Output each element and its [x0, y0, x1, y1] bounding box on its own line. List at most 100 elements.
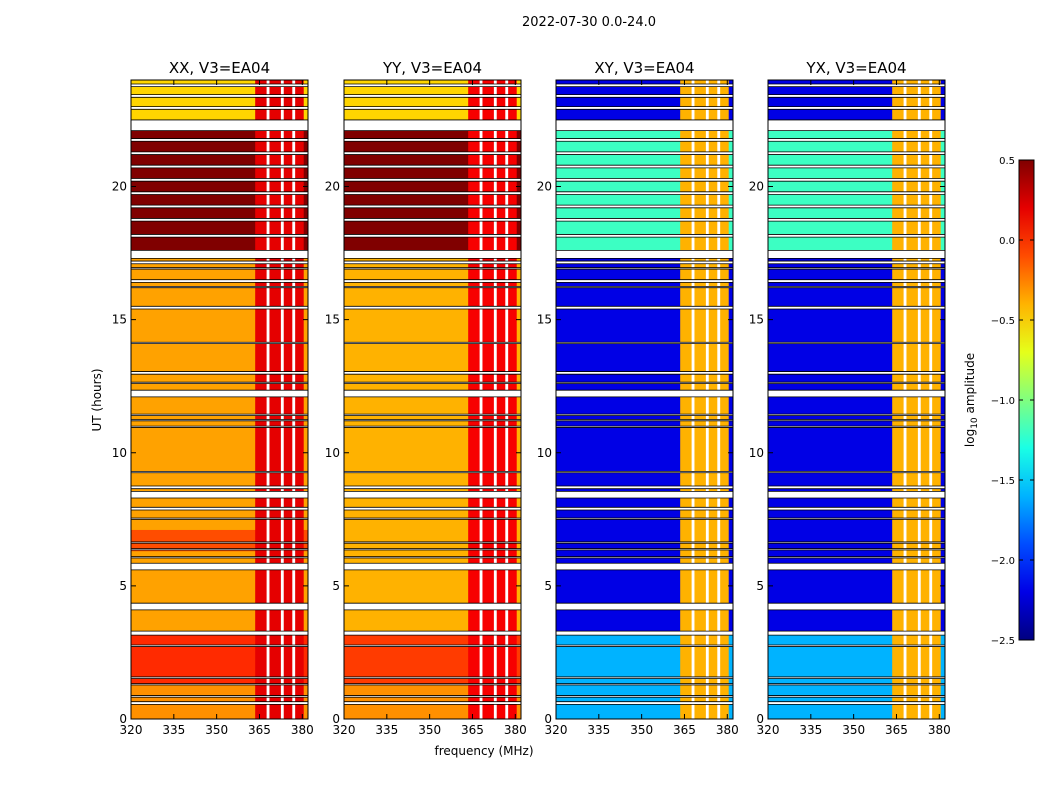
- flagged-row: [344, 631, 521, 636]
- y-tick-label: 10: [112, 446, 127, 460]
- flagged-row: [768, 507, 945, 510]
- y-tick-label: 10: [749, 446, 764, 460]
- y-tick-label: 20: [112, 180, 127, 194]
- flagged-row: [344, 83, 521, 87]
- flagged-row: [768, 683, 945, 686]
- y-tick-label: 15: [112, 313, 127, 327]
- flagged-row: [131, 218, 308, 222]
- x-tick-label: 335: [162, 723, 185, 737]
- flagged-row: [768, 382, 945, 384]
- flagged-row: [131, 683, 308, 686]
- flagged-row: [556, 541, 733, 544]
- flagged-row: [344, 306, 521, 309]
- flagged-row: [344, 191, 521, 195]
- panel-4: YX, V3=EA04 320 335 350 365 380 0 5 10 15 20: [749, 59, 951, 737]
- flagged-row: [131, 486, 308, 489]
- flagged-row: [556, 234, 733, 238]
- flagged-row: [768, 491, 945, 499]
- flagged-row: [768, 517, 945, 520]
- heatmap-image: [344, 80, 521, 719]
- flagged-row: [131, 286, 308, 288]
- flagged-channel: [929, 80, 933, 719]
- flagged-row: [556, 683, 733, 686]
- flagged-row: [768, 563, 945, 570]
- flagged-row: [556, 382, 733, 384]
- y-tick-label: 0: [119, 712, 127, 726]
- flagged-row: [768, 676, 945, 679]
- flagged-row: [556, 701, 733, 705]
- flagged-row: [768, 106, 945, 110]
- colorbar-tick-label: −1.0: [991, 396, 1015, 407]
- flagged-row: [131, 541, 308, 544]
- x-tick-label: 380: [716, 723, 739, 737]
- flagged-row: [768, 261, 945, 264]
- flagged-row: [131, 306, 308, 309]
- flagged-row: [344, 695, 521, 698]
- flagged-row: [131, 419, 308, 421]
- x-tick-label: 335: [375, 723, 398, 737]
- colorbar: 0.5 0.0 −0.5 −1.0 −1.5 −2.0 −2.5 log10 amplitud…: [963, 156, 1035, 647]
- flagged-row: [768, 279, 945, 283]
- x-tick-label: 365: [885, 723, 908, 737]
- flagged-row: [131, 205, 308, 208]
- flagged-row: [344, 419, 521, 421]
- flagged-row: [768, 94, 945, 98]
- colorbar-tick-label: 0.5: [999, 156, 1015, 167]
- flagged-row: [131, 165, 308, 168]
- flagged-row: [556, 695, 733, 698]
- x-tick-label: 320: [120, 723, 143, 737]
- y-tick-label: 5: [332, 579, 340, 593]
- flagged-row: [344, 683, 521, 686]
- x-tick-label: 350: [630, 723, 653, 737]
- flagged-row: [131, 701, 308, 705]
- y-axis-label: UT (hours): [90, 368, 104, 431]
- flagged-row: [344, 94, 521, 98]
- x-tick-label: 335: [799, 723, 822, 737]
- flagged-row: [131, 191, 308, 195]
- flagged-row: [556, 390, 733, 397]
- x-tick-label: 380: [504, 723, 527, 737]
- panel-2: YY, V3=EA04 320 335 350 365 380 0 5 10 15 20: [325, 59, 527, 737]
- flagged-row: [131, 695, 308, 698]
- flagged-row: [768, 165, 945, 168]
- x-tick-label: 350: [418, 723, 441, 737]
- flagged-row: [768, 426, 945, 428]
- flagged-row: [556, 414, 733, 416]
- flagged-row: [131, 106, 308, 110]
- flagged-row: [556, 644, 733, 647]
- flagged-row: [344, 382, 521, 384]
- flagged-channel: [505, 80, 509, 719]
- colorbar-tick-label: −2.5: [991, 636, 1015, 647]
- flagged-row: [556, 94, 733, 98]
- panel-frame: [767, 79, 946, 720]
- flagged-row: [768, 342, 945, 344]
- flagged-row: [768, 548, 945, 551]
- x-tick-label: 365: [248, 723, 271, 737]
- flagged-row: [131, 414, 308, 416]
- colorbar-label: log10 amplitude: [963, 353, 980, 447]
- flagged-row: [344, 471, 521, 473]
- flagged-row: [768, 556, 945, 559]
- y-tick-label: 15: [325, 313, 340, 327]
- flagged-row: [768, 644, 945, 647]
- x-tick-label: 365: [461, 723, 484, 737]
- y-tick-label: 20: [325, 180, 340, 194]
- flagged-row: [556, 178, 733, 182]
- colorbar-tick-label: −2.0: [991, 556, 1015, 567]
- flagged-row: [344, 701, 521, 705]
- figure-suptitle: 2022-07-30 0.0-24.0: [522, 15, 656, 30]
- flagged-row: [556, 426, 733, 428]
- rfi-band: [892, 80, 941, 719]
- flagged-row: [131, 603, 308, 610]
- flagged-row: [131, 491, 308, 499]
- flagged-channel: [280, 80, 284, 719]
- x-tick-label: 350: [842, 723, 865, 737]
- x-tick-label: 350: [205, 723, 228, 737]
- flagged-row: [344, 486, 521, 489]
- y-tick-label: 10: [537, 446, 552, 460]
- flagged-row: [556, 218, 733, 222]
- flagged-row: [556, 419, 733, 421]
- flagged-row: [344, 371, 521, 375]
- flagged-row: [131, 267, 308, 270]
- y-tick-label: 15: [749, 313, 764, 327]
